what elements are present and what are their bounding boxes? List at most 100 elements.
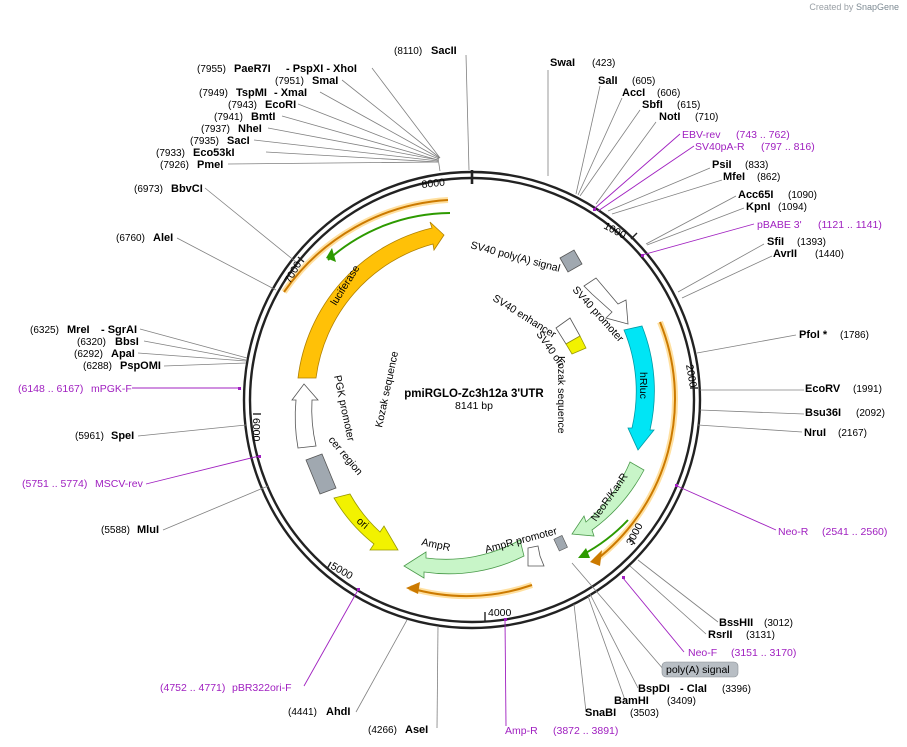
- enzyme-label[interactable]: PsiI (833): [712, 159, 768, 171]
- svg-text:(7951): (7951): [275, 76, 304, 87]
- enzyme-label[interactable]: BamHI (3409): [614, 695, 696, 707]
- enzyme-label[interactable]: (7933) Eco53kI: [156, 147, 235, 159]
- primer-label[interactable]: (4752 .. 4771) pBR322ori-F: [160, 682, 292, 694]
- feature-luciferase[interactable]: [297, 221, 445, 379]
- enzyme-label[interactable]: (6325) MreI - SgrAI: [30, 324, 137, 336]
- svg-text:BbvCI: BbvCI: [171, 183, 203, 195]
- svg-text:(1440): (1440): [815, 249, 844, 260]
- primer-leaders: [132, 133, 777, 727]
- feature-neokanr[interactable]: [571, 461, 645, 537]
- enzyme-label[interactable]: (7937) NheI: [201, 123, 262, 135]
- polya-signal-badge[interactable]: poly(A) signal: [661, 661, 739, 678]
- enzyme-label[interactable]: SalI (605): [598, 75, 655, 87]
- tick-4000: 4000: [488, 607, 512, 619]
- svg-text:AccI: AccI: [622, 87, 645, 99]
- feature-cer-region[interactable]: [305, 453, 337, 495]
- svg-text:EcoRI: EcoRI: [265, 99, 296, 111]
- svg-text:Amp-R: Amp-R: [505, 725, 538, 737]
- polya-signal-badge-text: poly(A) signal: [666, 664, 730, 676]
- enzyme-label[interactable]: (7926) PmeI: [160, 159, 223, 171]
- svg-text:(606): (606): [657, 88, 680, 99]
- feature-ampr[interactable]: [403, 539, 525, 579]
- enzyme-label[interactable]: (7951) SmaI: [275, 75, 338, 87]
- svg-text:EBV-rev: EBV-rev: [682, 129, 721, 141]
- svg-text:(8110): (8110): [394, 46, 422, 57]
- primer-label[interactable]: Amp-R (3872 .. 3891): [505, 725, 618, 737]
- enzyme-label[interactable]: PfoI * (1786): [799, 329, 869, 341]
- primer-label[interactable]: (6148 .. 6167) mPGK-F: [18, 383, 132, 395]
- feature-ampr-promoter-arrow[interactable]: [527, 545, 545, 567]
- svg-text:(5588): (5588): [101, 525, 130, 536]
- enzyme-label[interactable]: BssHII (3012): [719, 617, 793, 629]
- enzyme-label[interactable]: KpnI (1094): [746, 201, 807, 213]
- feature-sv40-ori[interactable]: [565, 335, 587, 355]
- feature-ampr-promoter-box[interactable]: [553, 535, 568, 552]
- enzyme-label[interactable]: SwaI (423): [550, 57, 615, 69]
- svg-text:KpnI: KpnI: [746, 201, 770, 213]
- enzyme-label[interactable]: (7943) EcoRI: [228, 99, 296, 111]
- enzyme-label[interactable]: Bsu36I (2092): [805, 407, 885, 419]
- enzyme-label[interactable]: (6760) AleI: [116, 232, 173, 244]
- primer-label[interactable]: pBABE 3' (1121 .. 1141): [757, 219, 882, 231]
- feature-pgk-promoter[interactable]: [291, 383, 319, 449]
- primer-label[interactable]: (5751 .. 5774) MSCV-rev: [22, 478, 144, 490]
- feature-ori[interactable]: [333, 493, 399, 551]
- svg-text:(7955): (7955): [197, 64, 226, 75]
- enzyme-label[interactable]: (4441) AhdI: [288, 706, 350, 718]
- primer-label[interactable]: SV40pA-R (797 .. 816): [695, 141, 815, 153]
- enzyme-label[interactable]: (7935) SacI: [190, 135, 250, 147]
- enzyme-labels: (8110) SacII SwaI (423) SalI (605) AccI (606…: [30, 45, 885, 736]
- label-ampr: AmpR: [420, 536, 451, 554]
- enzyme-label[interactable]: BspDI - ClaI (3396): [638, 683, 751, 695]
- enzyme-leaders: [137, 54, 805, 729]
- primer-label[interactable]: Neo-F (3151 .. 3170): [688, 647, 796, 659]
- enzyme-label[interactable]: RsrII (3131): [708, 629, 775, 641]
- svg-text:BmtI: BmtI: [251, 111, 275, 123]
- enzyme-label[interactable]: (6288) PspOMI: [83, 360, 161, 372]
- svg-text:(423): (423): [592, 58, 615, 69]
- svg-text:(7941): (7941): [214, 112, 243, 123]
- primer-label[interactable]: Neo-R (2541 .. 2560): [778, 526, 887, 538]
- svg-text:- SgrAI: - SgrAI: [101, 324, 137, 336]
- enzyme-label[interactable]: NotI (710): [659, 111, 718, 123]
- svg-text:pBABE 3': pBABE 3': [757, 219, 802, 231]
- enzyme-label[interactable]: (6292) ApaI: [74, 348, 135, 360]
- orf-arcs: [281, 197, 678, 600]
- enzyme-label[interactable]: (4266) AseI: [368, 724, 428, 736]
- enzyme-label[interactable]: SbfI (615): [642, 99, 700, 111]
- feature-sv40-polya-box[interactable]: [559, 249, 583, 273]
- svg-text:(797 .. 816): (797 .. 816): [761, 141, 815, 153]
- svg-text:Acc65I: Acc65I: [738, 189, 773, 201]
- feature-sv40-promoter[interactable]: [583, 277, 629, 325]
- svg-text:(6148 .. 6167): (6148 .. 6167): [18, 383, 83, 395]
- primer-label[interactable]: EBV-rev (743 .. 762): [682, 129, 790, 141]
- svg-text:(2541 .. 2560): (2541 .. 2560): [822, 526, 887, 538]
- svg-text:(7935): (7935): [190, 136, 219, 147]
- svg-text:Neo-F: Neo-F: [688, 647, 717, 659]
- svg-text:MfeI: MfeI: [723, 171, 745, 183]
- enzyme-label[interactable]: (7949) TspMI - XmaI: [199, 87, 307, 99]
- feature-hrluc[interactable]: [623, 325, 655, 451]
- enzyme-label[interactable]: (6973) BbvCI: [134, 183, 203, 195]
- enzyme-label[interactable]: SfiI (1393): [767, 236, 826, 248]
- enzyme-label[interactable]: EcoRV (1991): [805, 383, 882, 395]
- svg-text:(6760): (6760): [116, 233, 145, 244]
- enzyme-label[interactable]: (7941) BmtI: [214, 111, 275, 123]
- enzyme-label[interactable]: (5588) MluI: [101, 524, 159, 536]
- enzyme-label[interactable]: NruI (2167): [804, 427, 867, 439]
- enzyme-label[interactable]: Acc65I (1090): [738, 189, 817, 201]
- enzyme-label[interactable]: MfeI (862): [723, 171, 780, 183]
- svg-text:(3131): (3131): [746, 630, 775, 641]
- enzyme-label[interactable]: AvrII (1440): [773, 248, 844, 260]
- enzyme-label[interactable]: SnaBI (3503): [585, 707, 659, 719]
- enzyme-label[interactable]: (6320) BbsI: [77, 336, 139, 348]
- enzyme-label[interactable]: (5961) SpeI: [75, 430, 134, 442]
- label-sv40-enhancer: SV40 enhancer: [490, 292, 558, 341]
- svg-text:SnaBI: SnaBI: [585, 707, 616, 719]
- enzyme-label[interactable]: (8110) SacII: [394, 45, 457, 57]
- svg-text:(833): (833): [745, 160, 768, 171]
- svg-text:(6292): (6292): [74, 349, 103, 360]
- label-sv40-polya: SV40 poly(A) signal: [469, 239, 561, 274]
- enzyme-label[interactable]: AccI (606): [622, 87, 680, 99]
- enzyme-label[interactable]: (7955) PaeR7I - PspXI - XhoI: [197, 63, 357, 75]
